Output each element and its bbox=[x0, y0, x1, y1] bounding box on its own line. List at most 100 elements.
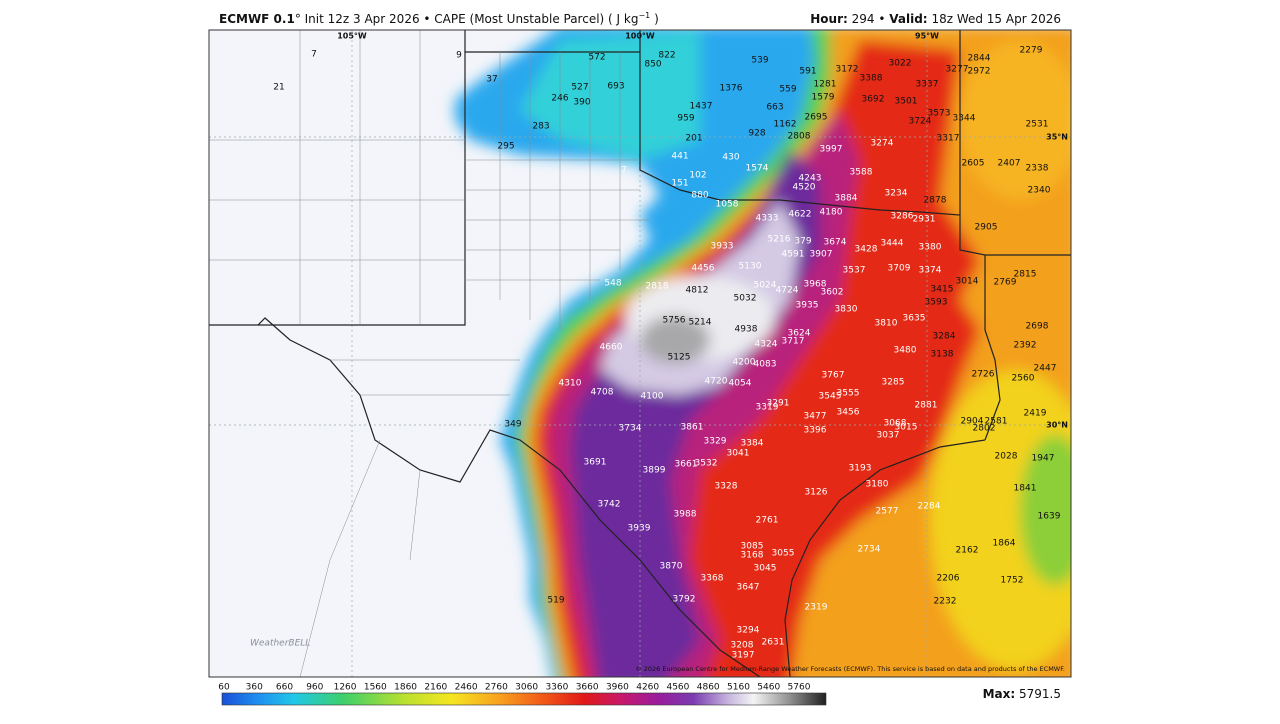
lat-label: 35°N bbox=[1046, 133, 1068, 142]
cape-value: 1752 bbox=[1001, 576, 1024, 586]
cape-value: 3674 bbox=[824, 238, 847, 248]
cape-value: 349 bbox=[504, 420, 521, 430]
cape-value: 3907 bbox=[810, 250, 833, 260]
cape-value: 3138 bbox=[931, 350, 954, 360]
colorbar-tick-label: 3360 bbox=[545, 683, 568, 693]
cape-value: 3294 bbox=[737, 626, 760, 636]
cape-value: 2232 bbox=[934, 597, 957, 607]
cape-value: 3810 bbox=[875, 319, 898, 329]
cape-value: 4720 bbox=[705, 377, 728, 387]
cape-value: 3329 bbox=[704, 437, 727, 447]
cape-value: 246 bbox=[551, 94, 568, 104]
lon-label: 105°W bbox=[337, 32, 367, 41]
colorbar-tick-label: 1560 bbox=[364, 683, 387, 693]
cape-value: 527 bbox=[571, 83, 588, 93]
cape-value: 3997 bbox=[820, 145, 843, 155]
cape-value: 4310 bbox=[559, 379, 582, 389]
cape-value: 3968 bbox=[804, 280, 827, 290]
cape-value: 2698 bbox=[1026, 322, 1049, 332]
cape-value: 3285 bbox=[882, 378, 905, 388]
cape-value: 4708 bbox=[591, 388, 614, 398]
cape-value: 2931 bbox=[913, 215, 936, 225]
cape-value: 102 bbox=[689, 171, 706, 181]
colorbar-tick-label: 1260 bbox=[334, 683, 357, 693]
cape-value: 3588 bbox=[850, 168, 873, 178]
cape-value: 2279 bbox=[1020, 46, 1043, 56]
lat-label: 30°N bbox=[1046, 421, 1068, 430]
cape-value: 1947 bbox=[1032, 454, 1055, 464]
units-exponent: −1 bbox=[638, 11, 650, 20]
cape-value: 4243 bbox=[799, 174, 822, 184]
cape-value: 3480 bbox=[894, 346, 917, 356]
cape-value: 3168 bbox=[741, 551, 764, 561]
cape-value: 1437 bbox=[690, 102, 713, 112]
colorbar-tick-label: 1860 bbox=[394, 683, 417, 693]
colorbar-tick-label: 3660 bbox=[576, 683, 599, 693]
cape-value: 4724 bbox=[776, 286, 799, 296]
header-time: Hour: 294 • Valid: 18z Wed 15 Apr 2026 bbox=[810, 12, 1061, 26]
cape-value: 3647 bbox=[737, 583, 760, 593]
cape-value: 4054 bbox=[729, 379, 752, 389]
cape-value: 2581 bbox=[985, 417, 1008, 427]
cape-value: 5032 bbox=[734, 294, 757, 304]
state-borders bbox=[209, 30, 1071, 677]
cape-value: 822 bbox=[658, 51, 675, 61]
max-value: 5791.5 bbox=[1019, 687, 1061, 701]
cape-value: 3337 bbox=[916, 80, 939, 90]
colorbar-tick-label: 3960 bbox=[606, 683, 629, 693]
cape-value: 1376 bbox=[720, 84, 743, 94]
cape-value: 3691 bbox=[584, 458, 607, 468]
cape-value: 3635 bbox=[903, 314, 926, 324]
cape-value: 2972 bbox=[968, 67, 991, 77]
cape-value: 3428 bbox=[855, 245, 878, 255]
cape-value: 1864 bbox=[993, 539, 1016, 549]
cape-value: 2028 bbox=[995, 452, 1018, 462]
colorbar-tick-label: 4260 bbox=[636, 683, 659, 693]
colorbar-tick-label: 3060 bbox=[515, 683, 538, 693]
cape-value: 21 bbox=[273, 83, 284, 93]
cape-value: 3208 bbox=[731, 641, 754, 651]
colorbar-tick-label: 360 bbox=[246, 683, 263, 693]
cape-value: 2284 bbox=[918, 502, 941, 512]
cape-value: 1058 bbox=[716, 200, 739, 210]
cape-value: 3317 bbox=[937, 134, 960, 144]
cape-value: 3055 bbox=[772, 549, 795, 559]
cape-value: 959 bbox=[677, 114, 694, 124]
cape-value: 4660 bbox=[600, 343, 623, 353]
valid-label: Valid: bbox=[889, 12, 927, 26]
cape-value: 1162 bbox=[774, 120, 797, 130]
cape-value: 4180 bbox=[820, 208, 843, 218]
cape-value: 3277 bbox=[946, 65, 969, 75]
cape-value: 3388 bbox=[860, 74, 883, 84]
cape-value: 2560 bbox=[1012, 374, 1035, 384]
cape-value: 1841 bbox=[1014, 484, 1037, 494]
cape-value: 4100 bbox=[641, 392, 664, 402]
cape-value: 2726 bbox=[972, 370, 995, 380]
cape-value: 4324 bbox=[755, 340, 778, 350]
cape-value: 390 bbox=[573, 98, 590, 108]
cape-value: 3933 bbox=[711, 242, 734, 252]
cape-value: 591 bbox=[799, 67, 816, 77]
cape-value: 3015 bbox=[895, 423, 918, 433]
cape-value: 3939 bbox=[628, 524, 651, 534]
cape-value: 3724 bbox=[909, 117, 932, 127]
cape-value: 3709 bbox=[888, 264, 911, 274]
cape-value: 3792 bbox=[673, 595, 696, 605]
cape-value: 4622 bbox=[789, 210, 812, 220]
cape-value: 151 bbox=[671, 179, 688, 189]
cape-value: 283 bbox=[532, 122, 549, 132]
cape-value: 3291 bbox=[767, 399, 790, 409]
cape-value: 880 bbox=[691, 191, 708, 201]
cape-value: 3456 bbox=[837, 408, 860, 418]
cape-value: 5125 bbox=[668, 353, 691, 363]
cape-value: 1639 bbox=[1038, 512, 1061, 522]
cape-value: 3396 bbox=[804, 426, 827, 436]
cape-value: 3380 bbox=[919, 243, 942, 253]
subtitle: ° Init 12z 3 Apr 2026 • CAPE (Most Unsta… bbox=[295, 12, 639, 26]
cape-value: 3830 bbox=[835, 305, 858, 315]
valid: 18z Wed 15 Apr 2026 bbox=[931, 12, 1061, 26]
county-lines bbox=[209, 30, 650, 677]
cape-value: 2447 bbox=[1034, 364, 1057, 374]
colorbar-tick-label: 5160 bbox=[727, 683, 750, 693]
